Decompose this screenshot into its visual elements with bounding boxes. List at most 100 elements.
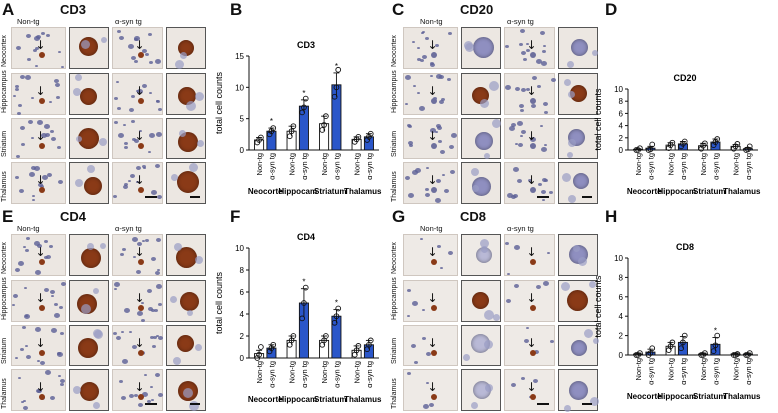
nucleus xyxy=(142,83,148,88)
nucleus xyxy=(37,120,44,126)
stained-cell xyxy=(38,349,45,356)
nucleus xyxy=(484,339,494,349)
bar-label: α-syn tg xyxy=(744,153,753,180)
nucleus xyxy=(151,257,157,262)
nucleus xyxy=(406,288,411,292)
nucleus xyxy=(436,74,443,80)
micrograph-detail xyxy=(69,280,109,322)
nucleus xyxy=(145,52,149,56)
nucleus xyxy=(171,174,179,182)
nucleus xyxy=(506,273,510,276)
data-point xyxy=(323,333,329,339)
nucleus xyxy=(437,244,442,248)
nucleus xyxy=(447,250,453,255)
bar-label: Non-tg xyxy=(667,153,676,176)
micrograph-overview: ↓ xyxy=(403,118,458,159)
nucleus xyxy=(87,164,96,173)
nucleus xyxy=(15,46,21,51)
nucleus xyxy=(535,285,541,290)
nucleus xyxy=(543,101,549,106)
nucleus xyxy=(25,354,31,359)
data-point xyxy=(254,355,261,361)
data-point xyxy=(301,300,307,306)
nucleus xyxy=(592,337,599,344)
nucleus xyxy=(15,154,20,158)
nucleus xyxy=(35,65,39,68)
arrow-marker: ↓ xyxy=(427,84,438,98)
nucleus xyxy=(492,314,500,322)
nucleus xyxy=(429,402,435,407)
y-tick-label: 10 xyxy=(614,254,623,263)
data-point xyxy=(319,127,326,133)
nucleus xyxy=(54,79,60,84)
bar-label: Non-tg xyxy=(667,358,676,381)
nucleus xyxy=(483,153,490,160)
y-tick-label: 8 xyxy=(619,97,624,106)
data-point xyxy=(702,140,708,147)
y-tick-label: 4 xyxy=(619,312,624,321)
nucleus xyxy=(577,256,587,266)
stained-cell xyxy=(137,259,144,265)
bar-label: Non-tg xyxy=(320,361,329,384)
nucleus xyxy=(158,107,163,111)
nucleus xyxy=(413,360,418,364)
stained-cell xyxy=(137,349,144,356)
stained-cell xyxy=(137,394,144,400)
nucleus xyxy=(34,326,41,332)
group-label: Striatum xyxy=(693,187,725,196)
nucleus xyxy=(57,50,61,53)
nucleus xyxy=(23,406,29,411)
nucleus xyxy=(44,370,51,376)
arrow-marker: ↓ xyxy=(427,291,438,305)
micrograph-overview: ↓ xyxy=(403,234,458,276)
stained-cell xyxy=(38,142,45,149)
data-point xyxy=(258,134,264,141)
group-label: Neocorte xyxy=(627,187,662,196)
nucleus xyxy=(561,173,571,183)
scale-bar xyxy=(537,196,549,198)
micrograph-detail xyxy=(461,280,501,322)
significance-star: * xyxy=(714,327,717,336)
nucleus xyxy=(81,304,92,315)
nucleus xyxy=(435,44,440,48)
significance-star: * xyxy=(302,278,305,287)
nucleus xyxy=(135,270,141,275)
nucleus xyxy=(121,358,128,364)
nucleus xyxy=(23,245,27,248)
nucleus xyxy=(518,103,524,108)
y-axis-label: total cell counts xyxy=(593,275,603,338)
micrograph-overview: ↓ xyxy=(11,162,66,204)
stained-cell xyxy=(472,86,490,104)
nucleus xyxy=(87,242,95,250)
nucleus xyxy=(124,308,131,314)
micrograph-overview: ↓ xyxy=(504,280,555,322)
bar-label: α-syn tg xyxy=(332,361,341,388)
nucleus xyxy=(51,137,57,142)
micrograph-overview: ↓ xyxy=(11,27,66,69)
nucleus xyxy=(32,195,36,198)
micrograph-detail xyxy=(166,118,206,159)
micrograph-overview: ↓ xyxy=(11,369,66,411)
arrow-marker: ↓ xyxy=(35,84,46,98)
micrograph-detail xyxy=(558,162,598,204)
nucleus xyxy=(37,360,41,362)
nucleus xyxy=(449,144,455,149)
micrograph-detail xyxy=(461,369,501,411)
nucleus xyxy=(195,91,205,101)
nucleus xyxy=(560,282,570,292)
nucleus xyxy=(195,255,204,264)
panel-letter: D xyxy=(605,0,618,19)
bar-label: α-syn tg xyxy=(646,358,655,385)
data-point xyxy=(335,305,342,312)
nucleus xyxy=(43,255,48,259)
nucleus xyxy=(525,48,530,52)
column-header-nontg: Non-tg xyxy=(420,17,443,26)
data-point xyxy=(669,139,676,146)
row-label: Thalamus xyxy=(391,378,398,409)
nucleus xyxy=(142,392,149,398)
group-label: Striatum xyxy=(693,392,725,401)
nucleus xyxy=(197,140,205,148)
micrograph-detail xyxy=(166,73,206,115)
data-point xyxy=(745,146,751,153)
